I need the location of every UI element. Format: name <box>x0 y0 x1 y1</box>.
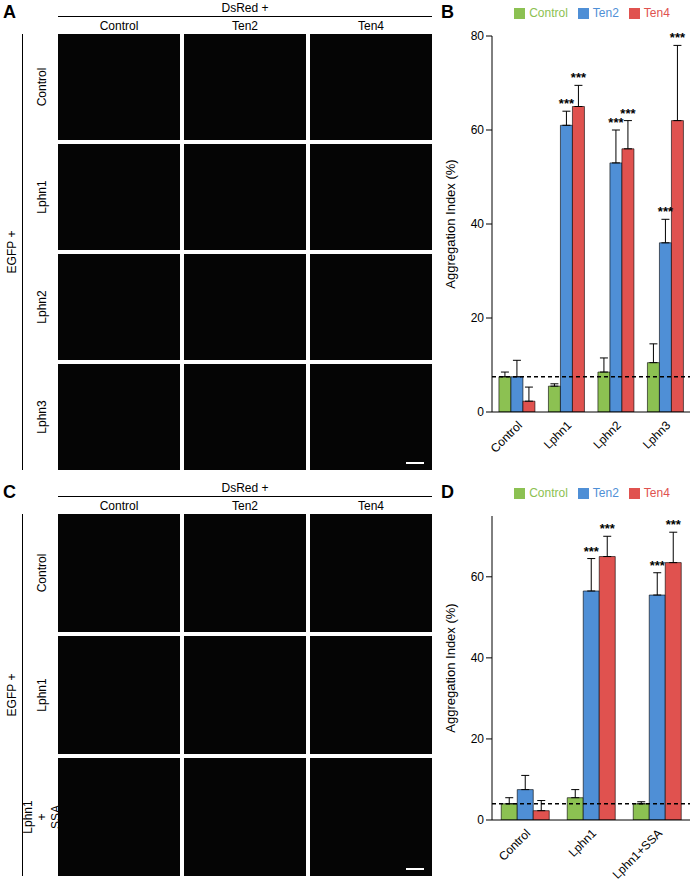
html-text:SSA: SSA <box>49 805 63 829</box>
svg-text:***: *** <box>650 558 666 573</box>
html-text:Control: Control <box>99 19 139 33</box>
svg-text:***: *** <box>620 106 636 121</box>
svg-text:40: 40 <box>471 651 485 665</box>
svg-text:Lphn1+SSA: Lphn1+SSA <box>610 826 665 881</box>
html-text:Ten2: Ten2 <box>232 499 258 513</box>
svg-text:***: *** <box>559 96 575 111</box>
svg-text:80: 80 <box>471 29 485 43</box>
svg-text:60: 60 <box>471 570 485 584</box>
svg-text:20: 20 <box>471 311 485 325</box>
html-text:D: D <box>441 482 454 502</box>
html-text:Ten2: Ten2 <box>592 6 619 20</box>
html-text:Lphn1: Lphn1 <box>35 678 49 712</box>
svg-text:***: *** <box>571 70 587 85</box>
svg-text:0: 0 <box>477 405 484 419</box>
html-text:Control: Control <box>35 67 49 107</box>
svg-text:Aggregation Index (%): Aggregation Index (%) <box>443 159 458 288</box>
html-text:Ten4: Ten4 <box>643 6 670 20</box>
html-text:EGFP +: EGFP + <box>5 673 19 717</box>
html-text:Control: Control <box>99 499 139 513</box>
svg-text:Lphn3: Lphn3 <box>640 418 674 452</box>
html-text:B: B <box>441 2 454 22</box>
svg-text:40: 40 <box>471 217 485 231</box>
svg-text:0: 0 <box>477 813 484 827</box>
svg-text:***: *** <box>666 517 682 532</box>
html-text:Control: Control <box>529 6 568 20</box>
html-text:Ten4: Ten4 <box>358 19 384 33</box>
html-text:A: A <box>3 2 16 22</box>
html-text:Ten4: Ten4 <box>358 499 384 513</box>
svg-text:Lphn2: Lphn2 <box>590 418 624 452</box>
html-text:C: C <box>3 482 16 502</box>
html-text:Lphn1: Lphn1 <box>21 800 35 834</box>
svg-text:***: *** <box>670 30 686 45</box>
html-text:DsRed +: DsRed + <box>221 1 269 15</box>
svg-text:Lphn1: Lphn1 <box>541 418 575 452</box>
html-text:Ten2: Ten2 <box>592 486 619 500</box>
html-text:Lphn3: Lphn3 <box>35 400 49 434</box>
html-text:Control: Control <box>35 553 49 593</box>
html-text:Lphn1: Lphn1 <box>35 180 49 214</box>
html-text:DsRed +: DsRed + <box>221 481 269 495</box>
html-text:EGFP +: EGFP + <box>5 230 19 274</box>
svg-text:***: *** <box>600 521 616 536</box>
svg-text:***: *** <box>584 544 600 559</box>
html-text:Lphn2: Lphn2 <box>35 290 49 324</box>
svg-text:Aggregation Index (%): Aggregation Index (%) <box>443 603 458 732</box>
svg-text:***: *** <box>658 204 674 219</box>
html-text:Control: Control <box>529 486 568 500</box>
svg-text:Lphn1: Lphn1 <box>566 826 600 860</box>
html-text:Ten2: Ten2 <box>232 19 258 33</box>
svg-text:Control: Control <box>488 418 525 455</box>
svg-text:20: 20 <box>471 732 485 746</box>
svg-text:Control: Control <box>496 826 533 863</box>
html-text:Ten4: Ten4 <box>643 486 670 500</box>
svg-text:60: 60 <box>471 123 485 137</box>
